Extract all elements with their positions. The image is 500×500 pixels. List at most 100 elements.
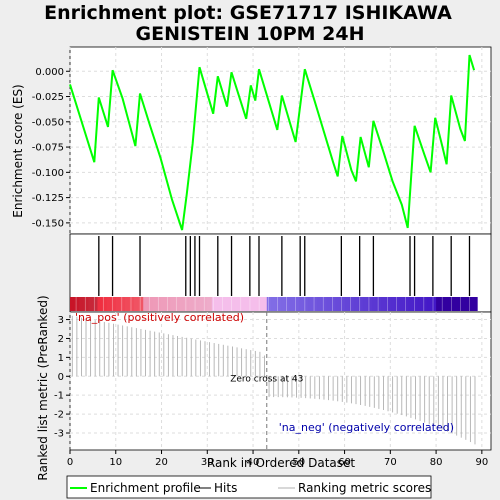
- rank-tick-label: 1: [58, 353, 64, 364]
- color-bar-cell: [152, 297, 158, 311]
- color-bar-cell: [115, 297, 121, 311]
- x-tick-label: 80: [430, 457, 443, 468]
- color-bar-cell: [280, 297, 286, 311]
- x-axis-label: Rank in Ordered Dataset: [207, 456, 355, 470]
- color-bar-cell: [312, 297, 318, 311]
- chart-title-line-2: GENISTEIN 10PM 24H: [136, 23, 365, 45]
- color-bar-cell: [289, 297, 295, 311]
- rank-tick-label: 0: [58, 372, 64, 383]
- color-bar-cell: [102, 297, 108, 311]
- color-bar-cell: [436, 297, 442, 311]
- color-bar-cell: [339, 297, 345, 311]
- color-bar-cell: [376, 297, 382, 311]
- negative-correlation-label: 'na_neg' (negatively correlated): [279, 421, 454, 434]
- color-bar-cell: [440, 297, 446, 311]
- color-bar-cell: [253, 297, 259, 311]
- color-bar-cell: [234, 297, 240, 311]
- color-bar-cell: [202, 297, 208, 311]
- x-tick-label: 30: [201, 457, 214, 468]
- x-tick-label: 60: [338, 457, 351, 468]
- es-y-ticks: 0.000 -0.025 -0.050 -0.075 -0.100 -0.125 -0.15…: [32, 67, 70, 229]
- es-y-axis-label: Enrichment score (ES): [11, 84, 25, 217]
- color-bar-cell: [422, 297, 428, 311]
- enrichment-profile-line: [69, 54, 476, 231]
- color-bar-cell: [321, 297, 327, 311]
- color-bar-cell: [184, 297, 190, 311]
- color-bar-cell: [294, 297, 300, 311]
- color-bar-cell: [399, 297, 405, 311]
- color-bar-cell: [275, 297, 281, 311]
- color-bar-cell: [74, 297, 80, 311]
- color-bar-cell: [248, 297, 254, 311]
- rank-tick-label: -1: [54, 391, 64, 402]
- color-bar-cell: [88, 297, 94, 311]
- color-bar-cell: [124, 297, 130, 311]
- color-bar-cell: [262, 297, 268, 311]
- color-bar-cell: [243, 297, 249, 311]
- color-bar-cell: [317, 297, 323, 311]
- color-bar-cell: [83, 297, 89, 311]
- es-tick-label: -0.050: [32, 117, 64, 128]
- color-bar-cell: [390, 297, 396, 311]
- x-tick-label: 90: [475, 457, 488, 468]
- color-bar-cell: [449, 297, 455, 311]
- es-tick-label: -0.150: [32, 218, 64, 229]
- color-bar-cell: [70, 297, 75, 311]
- ranking-metric-bars: [71, 315, 476, 445]
- color-bar-cell: [335, 297, 341, 311]
- color-bar-cell: [120, 297, 126, 311]
- color-bar-cell: [472, 297, 478, 311]
- color-bar-cell: [303, 297, 309, 311]
- color-bar-cell: [458, 297, 464, 311]
- color-bar-cell: [207, 297, 213, 311]
- color-bar-cell: [404, 297, 410, 311]
- color-bar-cell: [239, 297, 245, 311]
- x-tick-label: 0: [67, 457, 73, 468]
- color-bar-cell: [143, 297, 149, 311]
- color-bar-cell: [307, 297, 313, 311]
- color-bar-cell: [106, 297, 112, 311]
- color-bar-cell: [298, 297, 304, 311]
- chart-title-line-1: Enrichment plot: GSE71717 ISHIKAWA: [44, 2, 452, 24]
- x-tick-label: 50: [292, 457, 305, 468]
- color-bar-cell: [166, 297, 172, 311]
- color-bar-cell: [179, 297, 185, 311]
- color-bar-cell: [175, 297, 181, 311]
- color-bar-cell: [417, 297, 423, 311]
- color-bar-cell: [385, 297, 391, 311]
- color-bar-cell: [367, 297, 373, 311]
- color-bar-cell: [344, 297, 350, 311]
- color-bar-cell: [330, 297, 336, 311]
- color-bar-cell: [372, 297, 377, 311]
- color-bar-cell: [463, 297, 469, 311]
- color-bar-cell: [426, 297, 432, 311]
- color-bar-cell: [394, 297, 400, 311]
- color-bar-cell: [147, 297, 153, 311]
- positive-correlation-label: 'na_pos' (positively correlated): [75, 311, 244, 324]
- color-bar-cell: [271, 297, 277, 311]
- color-bar-cell: [362, 297, 368, 311]
- rank-tick-label: -3: [54, 428, 64, 439]
- color-bar-cell: [381, 297, 387, 311]
- rank-y-axis-label: Ranked list metric (PreRanked): [36, 295, 50, 480]
- color-bar-cell: [134, 297, 140, 311]
- x-tick-label: 20: [155, 457, 168, 468]
- color-bar-cell: [198, 297, 204, 311]
- x-tick-label: 40: [247, 457, 260, 468]
- color-bar-cell: [170, 297, 176, 311]
- color-bar-cell: [221, 297, 226, 311]
- color-bar-cell: [353, 297, 359, 311]
- color-bar-cell: [454, 297, 460, 311]
- color-bar-cell: [161, 297, 167, 311]
- color-bar-cell: [326, 297, 332, 311]
- color-bar-cell: [138, 297, 144, 311]
- color-bar-cell: [257, 297, 263, 311]
- x-ticks: 0 10 20 30 40 50 60 70 80 90: [67, 450, 488, 468]
- rank-tick-label: 2: [58, 334, 64, 345]
- rank-y-ticks: 3 2 1 0 -1 -2 -3: [54, 315, 70, 439]
- rank-tick-label: -2: [54, 410, 64, 421]
- color-bar-cell: [358, 297, 364, 311]
- es-tick-label: -0.025: [32, 92, 64, 103]
- es-tick-label: 0.000: [35, 67, 64, 78]
